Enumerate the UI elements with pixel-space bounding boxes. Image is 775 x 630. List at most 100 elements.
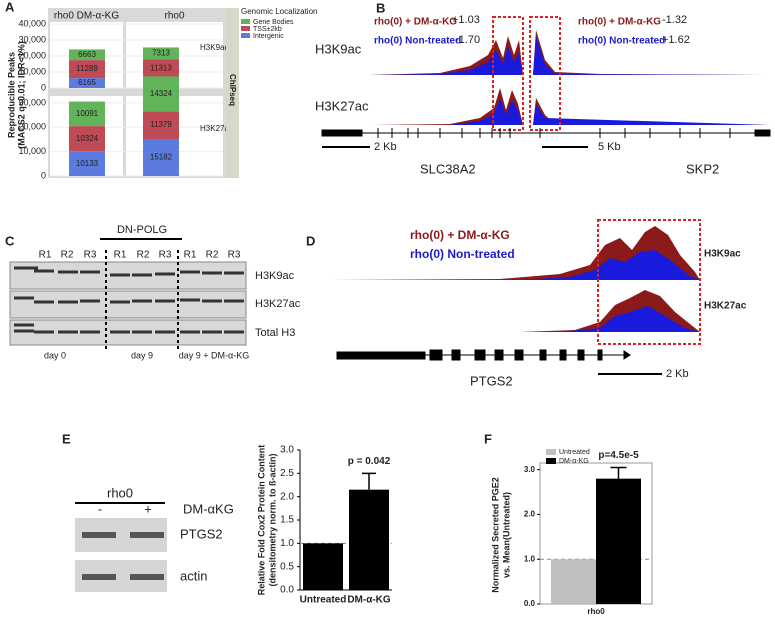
error-bar [610, 466, 627, 479]
gene-model [321, 128, 771, 148]
x-tick-label: rho0 [587, 607, 605, 616]
value-label: 11289 [76, 64, 98, 73]
fold-change: +1.62 [662, 34, 690, 46]
legend-untreated: rho(0) Non-treated [578, 36, 665, 47]
legend-swatch [241, 33, 250, 38]
y-tick-label: 2.0 [524, 510, 536, 519]
y-tick-label: 30,000 [18, 97, 46, 107]
legend-swatch [546, 458, 556, 464]
panel-label: B [376, 0, 385, 15]
panel-e-blot: rho0 - + DM-αKG PTGS2 actin [75, 485, 234, 592]
y-tick-label: 10,000 [18, 146, 46, 156]
legend-swatch [546, 449, 556, 455]
blot-label: PTGS2 [180, 526, 223, 541]
y-tick-label: 0 [41, 82, 46, 92]
y-tick-label: 3.0 [524, 465, 536, 474]
minus: - [98, 501, 102, 516]
replicate-label: R2 [206, 250, 219, 261]
y-tick-label: 0.0 [524, 599, 536, 608]
facet-label: H3K9ac [200, 43, 228, 52]
y-tick-label: 0.0 [280, 585, 294, 596]
replicate-label: R3 [228, 250, 241, 261]
panel-label: D [306, 233, 315, 248]
replicate-label: R2 [137, 250, 150, 261]
value-label: 10324 [76, 134, 99, 143]
value-label: 11313 [150, 63, 172, 72]
annotation: p=4.5e-5 [598, 450, 639, 461]
condition: day 0 [44, 350, 66, 360]
legend-swatch [241, 19, 250, 24]
legend-label: Intergenic [253, 33, 284, 40]
plus: + [144, 501, 152, 516]
bar-segment [143, 111, 179, 139]
bar-segment [69, 101, 105, 127]
panel-d: rho(0) + DM-α-KG rho(0) Non-treated H3K9… [330, 219, 747, 388]
y-tick-label: 1.0 [524, 554, 536, 563]
cell-label: rho0 [107, 485, 133, 500]
blot-label: H3K9ac [255, 270, 295, 282]
track-label: H3K27ac [315, 98, 369, 113]
scale-label: 5 Kb [598, 141, 621, 153]
x-tick-label: Untreated [300, 595, 347, 606]
track-label: H3K9ac [315, 41, 362, 56]
strip-label: ChIPseq [228, 74, 237, 106]
y-tick-label: 2.5 [280, 468, 294, 479]
panel-label: E [62, 431, 71, 446]
replicate-label: R3 [159, 250, 172, 261]
y-tick-label: 2.0 [280, 491, 294, 502]
value-label: 10133 [76, 159, 99, 168]
bar-segment [143, 138, 179, 176]
replicate-label: R2 [61, 250, 74, 261]
legend-title: Genomic Localization [241, 7, 317, 16]
fold-change: -1.32 [662, 14, 687, 26]
y-tick-label: 1.5 [280, 515, 294, 526]
legend-untreated: rho(0) Non-treated [410, 247, 515, 261]
legend-treated: rho(0) + DM-α-KG [410, 228, 510, 242]
error-bar [362, 472, 376, 490]
legend-label: Gene Bodies [253, 19, 294, 26]
group-label: DN-POLG [117, 224, 167, 236]
highlight-box [492, 16, 524, 131]
y-tick-label: 0.5 [280, 561, 294, 572]
gene-label: SLC38A2 [420, 161, 476, 176]
blot [9, 290, 247, 319]
legend-label: Untreated [559, 449, 590, 456]
bar [596, 478, 641, 604]
value-label: 15182 [150, 153, 173, 162]
replicate-label: R1 [39, 250, 52, 261]
y-tick-label: 20,000 [18, 122, 46, 132]
value-label: 7313 [152, 48, 170, 57]
column-header: rho0 DM-α-KG [54, 11, 119, 22]
strip [226, 8, 239, 178]
legend-treated: rho(0) + DM-α-KG [374, 17, 457, 28]
panel-b: rho(0) + DM-α-KG +1.03 rho(0) Non-treate… [315, 14, 771, 176]
track-label: H3K27ac [704, 301, 747, 312]
column-header: rho0 [164, 11, 184, 22]
value-label: 6663 [78, 50, 96, 59]
bar-segment [69, 49, 105, 61]
bar [349, 489, 389, 590]
value-label: 10091 [76, 109, 99, 118]
fold-change: +1.03 [452, 14, 480, 26]
bar-segment [143, 59, 179, 78]
treatment: DM-αKG [183, 501, 234, 516]
y-axis-label: Relative Fold Cox2 Protein Content [256, 445, 266, 596]
scale-label: 2 Kb [666, 368, 689, 380]
legend-treated: rho(0) + DM-α-KG [578, 17, 661, 28]
panel-label: A [5, 0, 15, 14]
bar [303, 543, 343, 590]
bar-segment [69, 60, 105, 79]
legend-swatch [241, 26, 250, 31]
legend-label: DM-α-KG [559, 458, 589, 465]
track-label: H3K9ac [704, 249, 741, 260]
y-axis-label: (densitometry norm. to ß-actin) [267, 453, 277, 586]
bar-segment [143, 47, 179, 60]
condition: day 9 + DM-α-KG [179, 350, 249, 360]
y-axis-label: (MACS2 q<0.01; IDR<1%) [16, 41, 26, 149]
legend-label: TSS±2kb [253, 26, 282, 33]
y-axis-label: Normalized Secreted PGE2 [490, 477, 500, 593]
annotation: p = 0.042 [348, 456, 391, 467]
gene-label: PTGS2 [470, 373, 513, 388]
legend-untreated: rho(0) Non-treated [374, 36, 461, 47]
